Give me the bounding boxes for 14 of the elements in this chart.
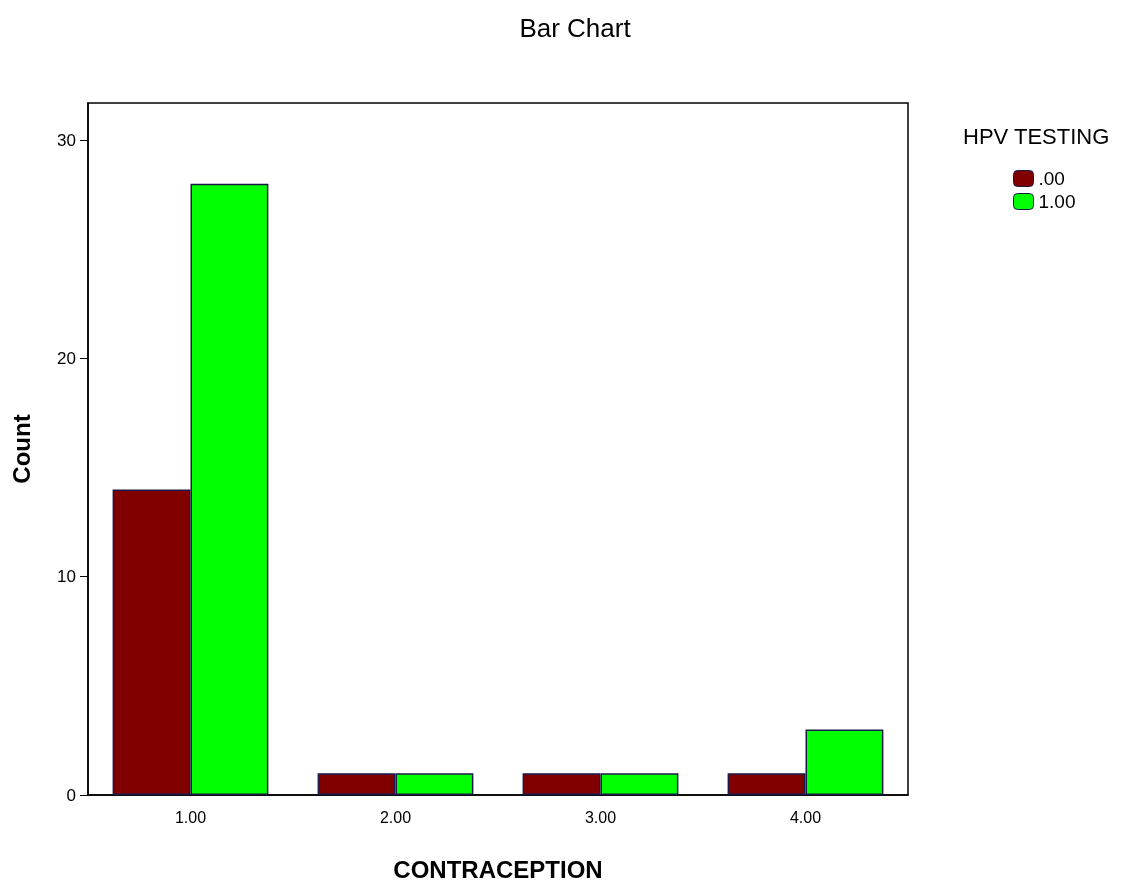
x-tick-label: 3.00 [584, 808, 617, 826]
y-tick-label: 10 [57, 567, 76, 587]
y-tick-label: 0 [66, 785, 76, 805]
chart-title: Bar Chart [519, 13, 632, 43]
x-tick-label: 2.00 [379, 808, 412, 826]
y-axis-title: Count [7, 414, 35, 484]
legend-label: 1.00 [1038, 191, 1076, 212]
x-tick-label: 1.00 [174, 808, 207, 826]
y-tick-label: 30 [57, 130, 76, 150]
x-axis-title: CONTRACEPTION [393, 855, 603, 883]
x-tick-label: 4.00 [789, 808, 822, 826]
legend-title: HPV TESTING [963, 123, 1110, 149]
y-tick-label: 20 [57, 348, 76, 368]
legend-label: .00 [1038, 168, 1065, 189]
